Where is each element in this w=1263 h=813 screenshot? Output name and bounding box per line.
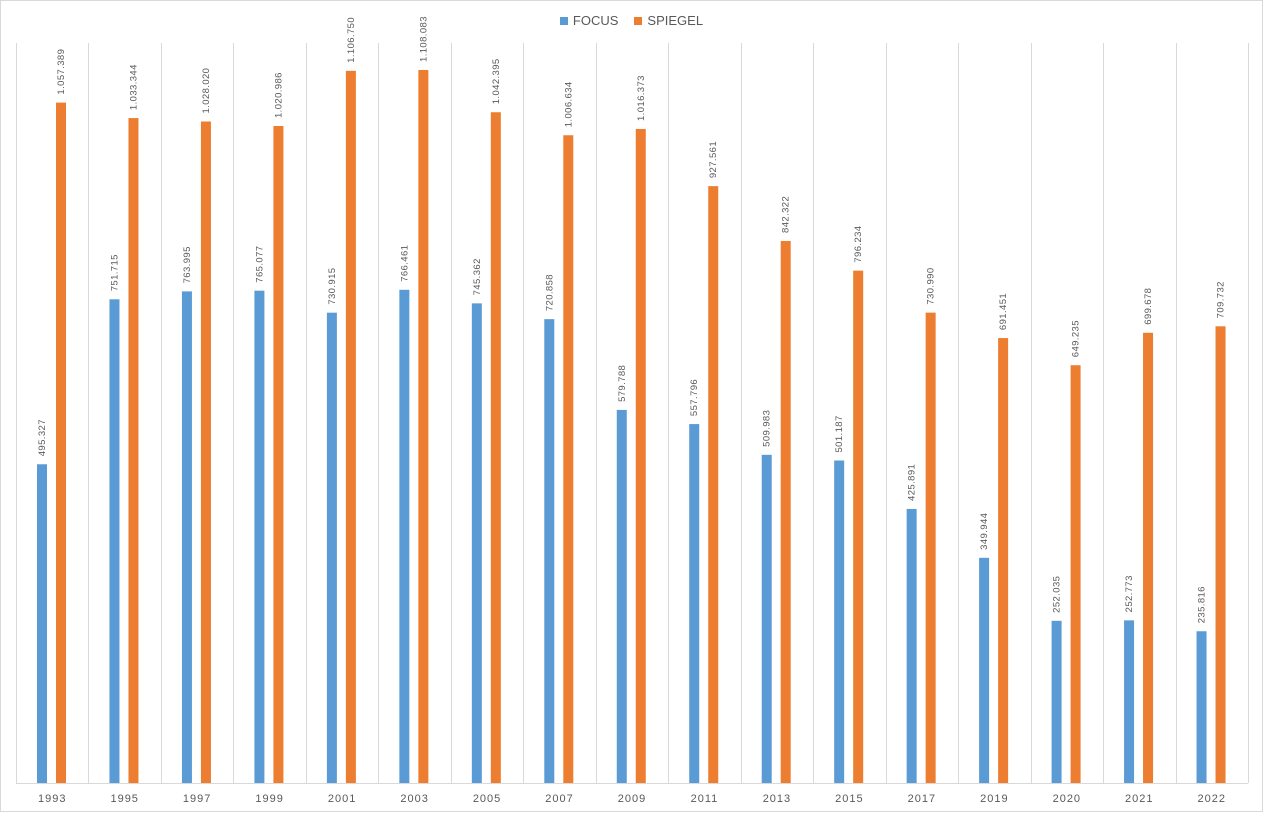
x-tick-label-2001: 2001 <box>328 793 356 805</box>
bar-spiegel-2007 <box>563 135 574 783</box>
data-label-focus-2007: 720.858 <box>544 274 555 311</box>
data-label-spiegel-2022: 709.732 <box>1216 281 1227 318</box>
bar-focus-2007 <box>544 319 555 783</box>
x-tick-label-2009: 2009 <box>618 793 646 805</box>
legend: FOCUS SPIEGEL <box>1 13 1262 28</box>
legend-item-focus: FOCUS <box>559 13 619 28</box>
data-label-focus-1993: 495.327 <box>37 419 48 456</box>
data-label-spiegel-2020: 649.235 <box>1071 320 1082 357</box>
bar-spiegel-2005 <box>490 112 501 784</box>
bar-spiegel-2009 <box>635 128 646 783</box>
bar-focus-2021 <box>1124 620 1135 783</box>
bar-spiegel-1995 <box>128 118 139 783</box>
bar-focus-2011 <box>689 424 700 783</box>
x-tick-label-2022: 2022 <box>1198 793 1226 805</box>
x-tick-label-2015: 2015 <box>835 793 863 805</box>
data-label-spiegel-2009: 1.016.373 <box>636 75 647 121</box>
data-label-focus-2005: 745.362 <box>472 258 483 295</box>
data-label-spiegel-2005: 1.042.395 <box>491 58 502 104</box>
x-tick-label-2011: 2011 <box>691 793 719 805</box>
x-tick-label-2013: 2013 <box>763 793 791 805</box>
legend-label-focus: FOCUS <box>572 13 619 28</box>
x-tick-label-2007: 2007 <box>545 793 573 805</box>
data-label-focus-1999: 765.077 <box>254 246 265 283</box>
data-label-focus-1997: 763.995 <box>182 246 193 283</box>
bar-spiegel-2021 <box>1143 332 1154 783</box>
bar-spiegel-2013 <box>780 240 791 783</box>
data-label-focus-2021: 252.773 <box>1124 575 1135 612</box>
data-label-focus-2009: 579.788 <box>617 365 628 402</box>
x-tick-label-2017: 2017 <box>908 793 936 805</box>
data-label-spiegel-2003: 1.108.083 <box>418 16 429 62</box>
data-label-spiegel-1997: 1.028.020 <box>201 68 212 114</box>
bar-spiegel-2020 <box>1070 365 1081 783</box>
x-tick-label-1997: 1997 <box>183 793 211 805</box>
data-label-focus-2017: 425.891 <box>907 464 918 501</box>
data-label-spiegel-2017: 730.990 <box>926 267 937 304</box>
data-label-focus-2020: 252.035 <box>1052 576 1063 613</box>
data-label-focus-2022: 235.816 <box>1197 586 1208 623</box>
bar-spiegel-1999 <box>273 126 284 784</box>
data-label-focus-1995: 751.715 <box>109 254 120 291</box>
bar-focus-2013 <box>761 454 772 783</box>
bar-spiegel-2015 <box>853 270 864 783</box>
bar-focus-2005 <box>471 303 482 783</box>
bar-spiegel-1993 <box>56 102 66 784</box>
bar-focus-1993 <box>37 464 47 783</box>
legend-item-spiegel: SPIEGEL <box>634 13 703 28</box>
data-label-spiegel-2021: 699.678 <box>1143 288 1154 325</box>
legend-swatch-spiegel <box>634 16 643 25</box>
bar-spiegel-2003 <box>418 69 429 784</box>
bar-spiegel-1997 <box>200 121 211 784</box>
legend-label-spiegel: SPIEGEL <box>647 13 704 28</box>
bar-focus-1999 <box>254 290 265 783</box>
bar-focus-2020 <box>1051 620 1062 783</box>
bar-focus-2001 <box>326 312 337 783</box>
legend-swatch-focus <box>559 16 568 25</box>
x-tick-label-2021: 2021 <box>1125 793 1153 805</box>
x-tick-label-1995: 1995 <box>110 793 138 805</box>
x-tick-label-2005: 2005 <box>473 793 501 805</box>
bar-focus-1997 <box>181 291 192 783</box>
x-tick-label-1999: 1999 <box>255 793 283 805</box>
bar-spiegel-2022 <box>1215 326 1226 783</box>
data-label-focus-2001: 730.915 <box>327 268 338 305</box>
bar-focus-2017 <box>906 508 917 783</box>
x-tick-label-1993: 1993 <box>38 793 66 805</box>
data-label-spiegel-2007: 1.006.634 <box>563 81 574 127</box>
data-label-focus-2019: 349.944 <box>979 513 990 550</box>
data-label-focus-2003: 766.461 <box>399 245 410 282</box>
data-label-spiegel-2011: 927.561 <box>708 141 719 178</box>
data-label-focus-2015: 501.187 <box>834 415 845 452</box>
data-label-spiegel-2013: 842.322 <box>781 196 792 233</box>
data-label-spiegel-1993: 1.057.389 <box>56 49 67 95</box>
x-tick-label-2019: 2019 <box>980 793 1008 805</box>
bar-spiegel-2017 <box>925 312 936 783</box>
bar-focus-2022 <box>1196 631 1207 783</box>
bar-focus-2009 <box>616 409 627 783</box>
bar-focus-1995 <box>109 299 120 783</box>
bar-focus-2019 <box>979 557 990 783</box>
data-label-spiegel-1999: 1.020.986 <box>273 72 284 118</box>
data-label-spiegel-2001: 1.106.750 <box>346 17 357 63</box>
data-label-focus-2011: 557.796 <box>689 379 700 416</box>
bar-focus-2015 <box>834 460 845 783</box>
data-label-spiegel-1995: 1.033.344 <box>128 64 139 110</box>
bar-spiegel-2019 <box>998 338 1009 783</box>
bar-focus-2003 <box>399 289 410 783</box>
x-tick-label-2003: 2003 <box>400 793 428 805</box>
x-tick-label-2020: 2020 <box>1053 793 1081 805</box>
bar-spiegel-2011 <box>708 186 719 784</box>
data-label-spiegel-2015: 796.234 <box>853 226 864 263</box>
data-label-focus-2013: 509.983 <box>762 410 773 447</box>
data-label-spiegel-2019: 691.451 <box>998 293 1009 330</box>
bar-spiegel-2001 <box>345 70 356 783</box>
